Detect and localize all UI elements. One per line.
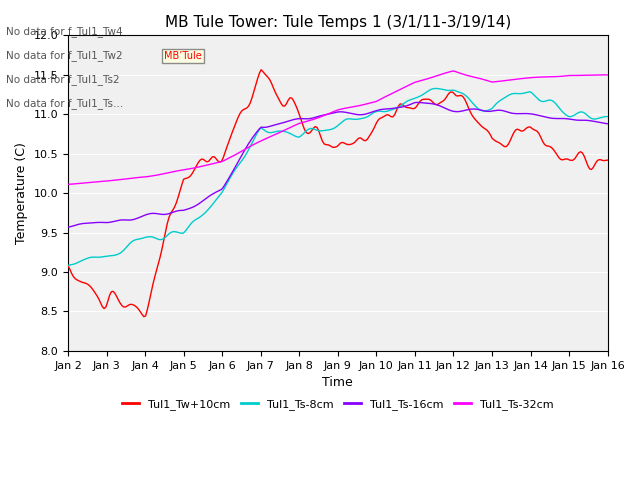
Text: MB’Tule: MB’Tule [164,51,202,61]
Text: No data for f_Tul1_Tw4: No data for f_Tul1_Tw4 [6,25,123,36]
Text: No data for f_Tul1_Ts…: No data for f_Tul1_Ts… [6,97,124,108]
Text: No data for f_Tul1_Ts2: No data for f_Tul1_Ts2 [6,73,120,84]
Legend: Tul1_Tw+10cm, Tul1_Ts-8cm, Tul1_Ts-16cm, Tul1_Ts-32cm: Tul1_Tw+10cm, Tul1_Ts-8cm, Tul1_Ts-16cm,… [118,395,558,415]
Text: No data for f_Tul1_Tw2: No data for f_Tul1_Tw2 [6,49,123,60]
Title: MB Tule Tower: Tule Temps 1 (3/1/11-3/19/14): MB Tule Tower: Tule Temps 1 (3/1/11-3/19… [164,15,511,30]
X-axis label: Time: Time [323,376,353,389]
Y-axis label: Temperature (C): Temperature (C) [15,142,28,244]
